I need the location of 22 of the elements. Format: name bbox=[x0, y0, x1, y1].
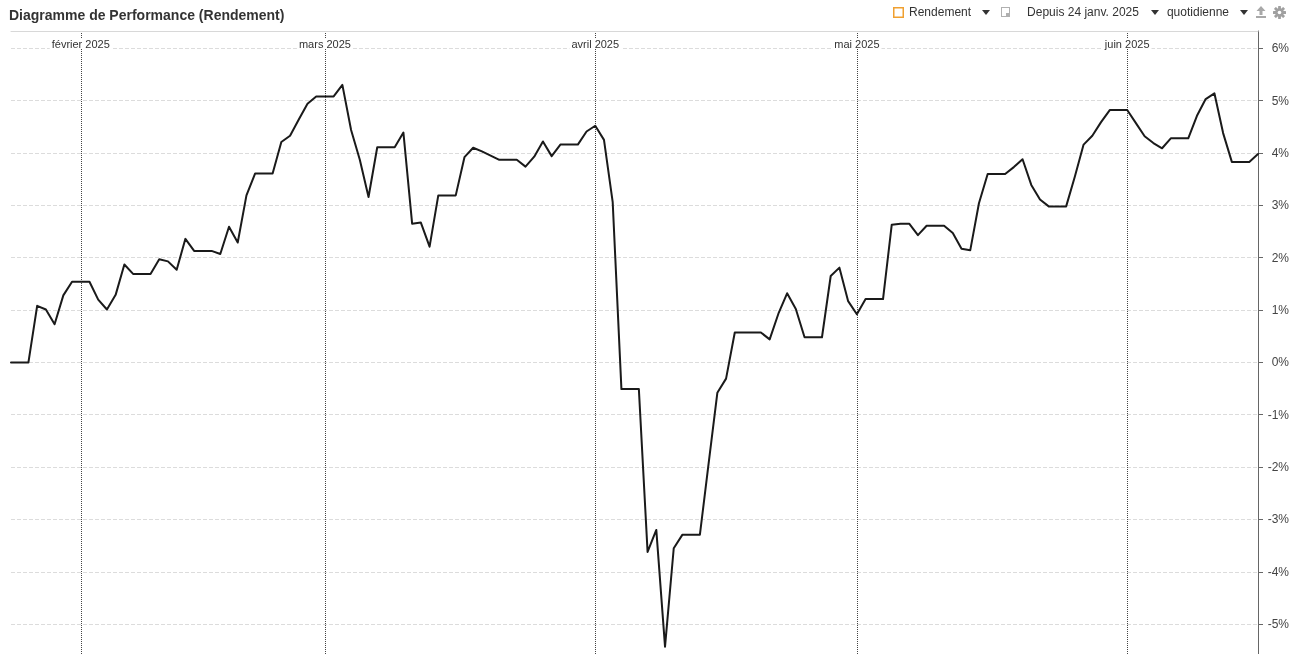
y-tick-label: 2% bbox=[1271, 250, 1290, 265]
text: Rendement bbox=[909, 5, 972, 19]
x-tick-label: juin 2025 bbox=[1103, 37, 1150, 50]
y-tick-label: -1% bbox=[1267, 407, 1290, 422]
text: Depuis 24 janv. 2025 bbox=[1027, 5, 1139, 19]
x-tick-label: mars 2025 bbox=[298, 37, 351, 50]
y-tick-label: -3% bbox=[1267, 512, 1290, 527]
y-tick-label: 5% bbox=[1271, 93, 1290, 108]
chart-title: Diagramme de Performance (Rendement) bbox=[9, 7, 285, 23]
text: quotidienne bbox=[1166, 5, 1229, 19]
y-tick-label: 4% bbox=[1271, 145, 1290, 160]
x-tick-label: mai 2025 bbox=[834, 37, 880, 50]
y-tick-label: -4% bbox=[1267, 564, 1290, 579]
y-tick-label: -2% bbox=[1267, 460, 1290, 475]
y-tick-label: 0% bbox=[1271, 355, 1290, 370]
line-series bbox=[10, 83, 1259, 648]
x-tick-label: février 2025 bbox=[51, 37, 110, 50]
y-tick-label: 3% bbox=[1271, 198, 1290, 213]
y-tick-label: 1% bbox=[1271, 303, 1290, 318]
y-tick-label: -5% bbox=[1267, 617, 1290, 632]
x-tick-label: avril 2025 bbox=[571, 37, 620, 50]
y-tick-label: 6% bbox=[1271, 41, 1290, 56]
